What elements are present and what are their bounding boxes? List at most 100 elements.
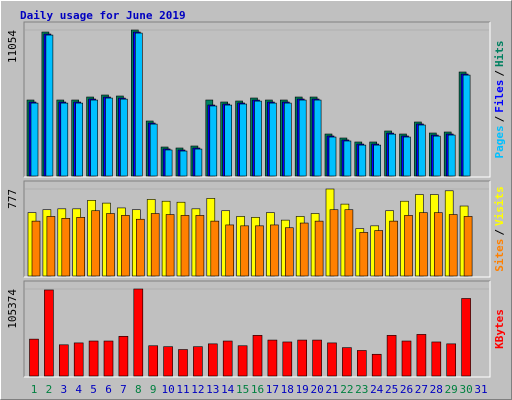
- x-tick-label: 11: [176, 383, 189, 396]
- bevel: [23, 280, 490, 377]
- bar: [75, 102, 83, 177]
- legend: Sites / Visits: [493, 186, 506, 272]
- bar: [255, 225, 264, 277]
- x-tick-label: 27: [415, 383, 428, 396]
- bevel: [23, 21, 490, 177]
- bar: [106, 213, 115, 277]
- bar: [446, 343, 457, 377]
- bar: [224, 104, 232, 177]
- bar: [209, 105, 218, 177]
- legend-entry: Sites: [493, 239, 506, 272]
- x-tick-label: 8: [135, 383, 142, 396]
- bar: [267, 339, 278, 377]
- bar: [31, 220, 41, 277]
- bar: [103, 340, 114, 377]
- bar: [297, 339, 308, 377]
- bar: [136, 218, 145, 277]
- bar: [178, 349, 188, 377]
- bar: [312, 339, 322, 377]
- y-tick-label: 11054: [6, 30, 19, 63]
- bar: [118, 335, 129, 377]
- legend-entry: Files: [493, 80, 506, 113]
- bar: [343, 140, 352, 177]
- bar: [165, 214, 175, 277]
- bar: [90, 99, 98, 177]
- bar: [284, 227, 294, 277]
- bar: [386, 335, 397, 377]
- bar: [222, 340, 233, 377]
- x-tick-label: 18: [281, 383, 294, 396]
- legend-entry: Pages: [493, 125, 506, 158]
- bar: [358, 144, 367, 177]
- x-tick-label: 29: [445, 383, 458, 396]
- bar: [149, 123, 158, 177]
- bar: [342, 347, 352, 377]
- bar: [208, 343, 218, 377]
- bar: [389, 220, 398, 277]
- bar: [44, 289, 54, 377]
- bar: [419, 212, 428, 277]
- bar: [120, 98, 128, 177]
- bar: [403, 136, 411, 177]
- bar: [121, 215, 130, 277]
- bar: [356, 350, 367, 377]
- x-tick-label: 26: [400, 383, 413, 396]
- bar: [433, 212, 443, 277]
- bar: [76, 217, 85, 277]
- x-tick-label: 24: [370, 383, 384, 396]
- bar: [105, 97, 113, 177]
- legend-separator: /: [493, 229, 506, 236]
- bar: [269, 102, 277, 177]
- y-tick-label: 105374: [6, 289, 19, 329]
- bar: [29, 338, 39, 377]
- legend-entry: Hits: [493, 41, 506, 68]
- x-tick-label: 31: [474, 383, 487, 396]
- bar: [418, 124, 426, 177]
- x-tick-label: 15: [236, 383, 249, 396]
- bar: [237, 345, 248, 377]
- bar: [329, 209, 339, 277]
- bar: [60, 102, 69, 177]
- x-tick-label: 25: [385, 383, 398, 396]
- x-tick-label: 16: [251, 383, 264, 396]
- bar: [225, 224, 234, 277]
- bar: [328, 136, 337, 177]
- x-tick-label: 30: [459, 383, 472, 396]
- x-tick-label: 9: [150, 383, 157, 396]
- x-tick-label: 22: [340, 383, 353, 396]
- bar: [270, 224, 279, 277]
- bar: [404, 215, 413, 277]
- x-tick-label: 20: [310, 383, 323, 396]
- legend-separator: /: [493, 70, 506, 77]
- bevel: [24, 181, 491, 278]
- x-tick-label: 13: [206, 383, 219, 396]
- bar: [373, 144, 382, 177]
- bar: [447, 134, 456, 177]
- x-tick-label: 5: [90, 383, 97, 396]
- bar: [133, 288, 144, 377]
- bar: [327, 342, 337, 377]
- x-tick-label: 28: [430, 383, 443, 396]
- bar: [46, 216, 56, 277]
- x-tick-label: 10: [161, 383, 174, 396]
- bar: [73, 342, 84, 377]
- bar: [163, 346, 173, 377]
- bar: [416, 334, 427, 377]
- bar: [371, 353, 382, 377]
- bar: [299, 222, 309, 277]
- legend: KBytes: [493, 309, 506, 349]
- bar: [448, 214, 458, 277]
- y-tick-label: 777: [6, 189, 19, 209]
- bar: [431, 341, 442, 377]
- chart-title: Daily usage for June 2019: [20, 9, 186, 22]
- bar: [283, 102, 292, 177]
- x-tick-label: 1: [31, 383, 38, 396]
- bar: [461, 298, 471, 377]
- x-tick-label: 14: [221, 383, 235, 396]
- bar: [252, 335, 263, 377]
- bar: [61, 218, 71, 277]
- x-tick-label: 6: [105, 383, 112, 396]
- bar: [194, 148, 203, 177]
- legend: Pages / Files / Hits: [493, 41, 506, 159]
